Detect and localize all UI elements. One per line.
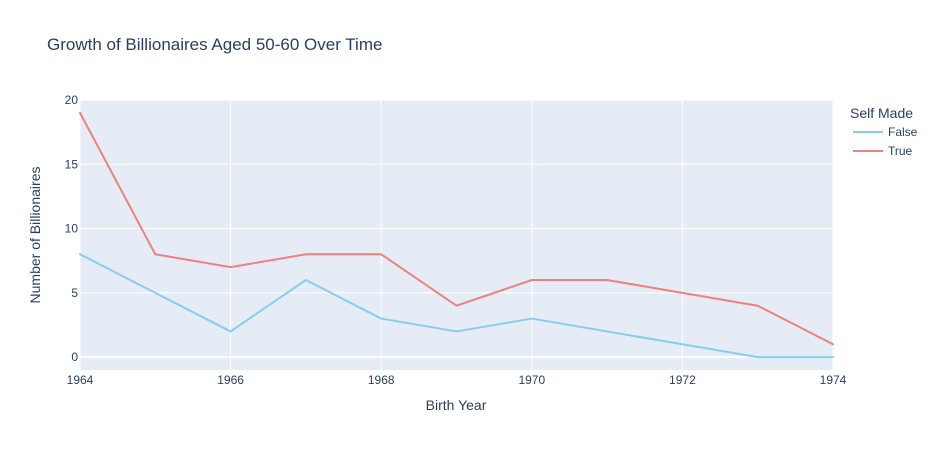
legend-title: Self Made xyxy=(850,105,913,121)
series-line-true[interactable] xyxy=(79,111,834,346)
plot-background xyxy=(80,100,833,370)
y-tick-label: 20 xyxy=(65,93,79,107)
x-tick-label: 1966 xyxy=(217,373,244,387)
y-axis-ticks: 0 5 10 15 20 xyxy=(65,93,79,364)
legend-items: False True xyxy=(853,125,918,158)
grid-layer xyxy=(79,99,834,370)
x-tick-label: 1964 xyxy=(67,373,94,387)
legend[interactable]: Self Made False True xyxy=(850,105,918,158)
x-axis-ticks: 1964 1966 1968 1970 1972 1974 xyxy=(67,373,847,387)
series-layer xyxy=(79,111,834,359)
y-tick-label: 0 xyxy=(71,350,78,364)
y-tick-label: 10 xyxy=(65,222,79,236)
chart-title: Growth of Billionaires Aged 50-60 Over T… xyxy=(47,35,382,54)
y-tick-label: 15 xyxy=(65,157,79,171)
series-line-false[interactable] xyxy=(79,253,834,359)
y-tick-label: 5 xyxy=(71,286,78,300)
x-tick-label: 1968 xyxy=(368,373,395,387)
x-tick-label: 1972 xyxy=(669,373,696,387)
y-axis-title: Number of Billionaires xyxy=(27,167,43,304)
x-axis-title: Birth Year xyxy=(426,397,487,413)
x-tick-label: 1974 xyxy=(820,373,847,387)
x-tick-label: 1970 xyxy=(518,373,545,387)
legend-label-true[interactable]: True xyxy=(888,144,913,158)
legend-label-false[interactable]: False xyxy=(888,125,918,139)
